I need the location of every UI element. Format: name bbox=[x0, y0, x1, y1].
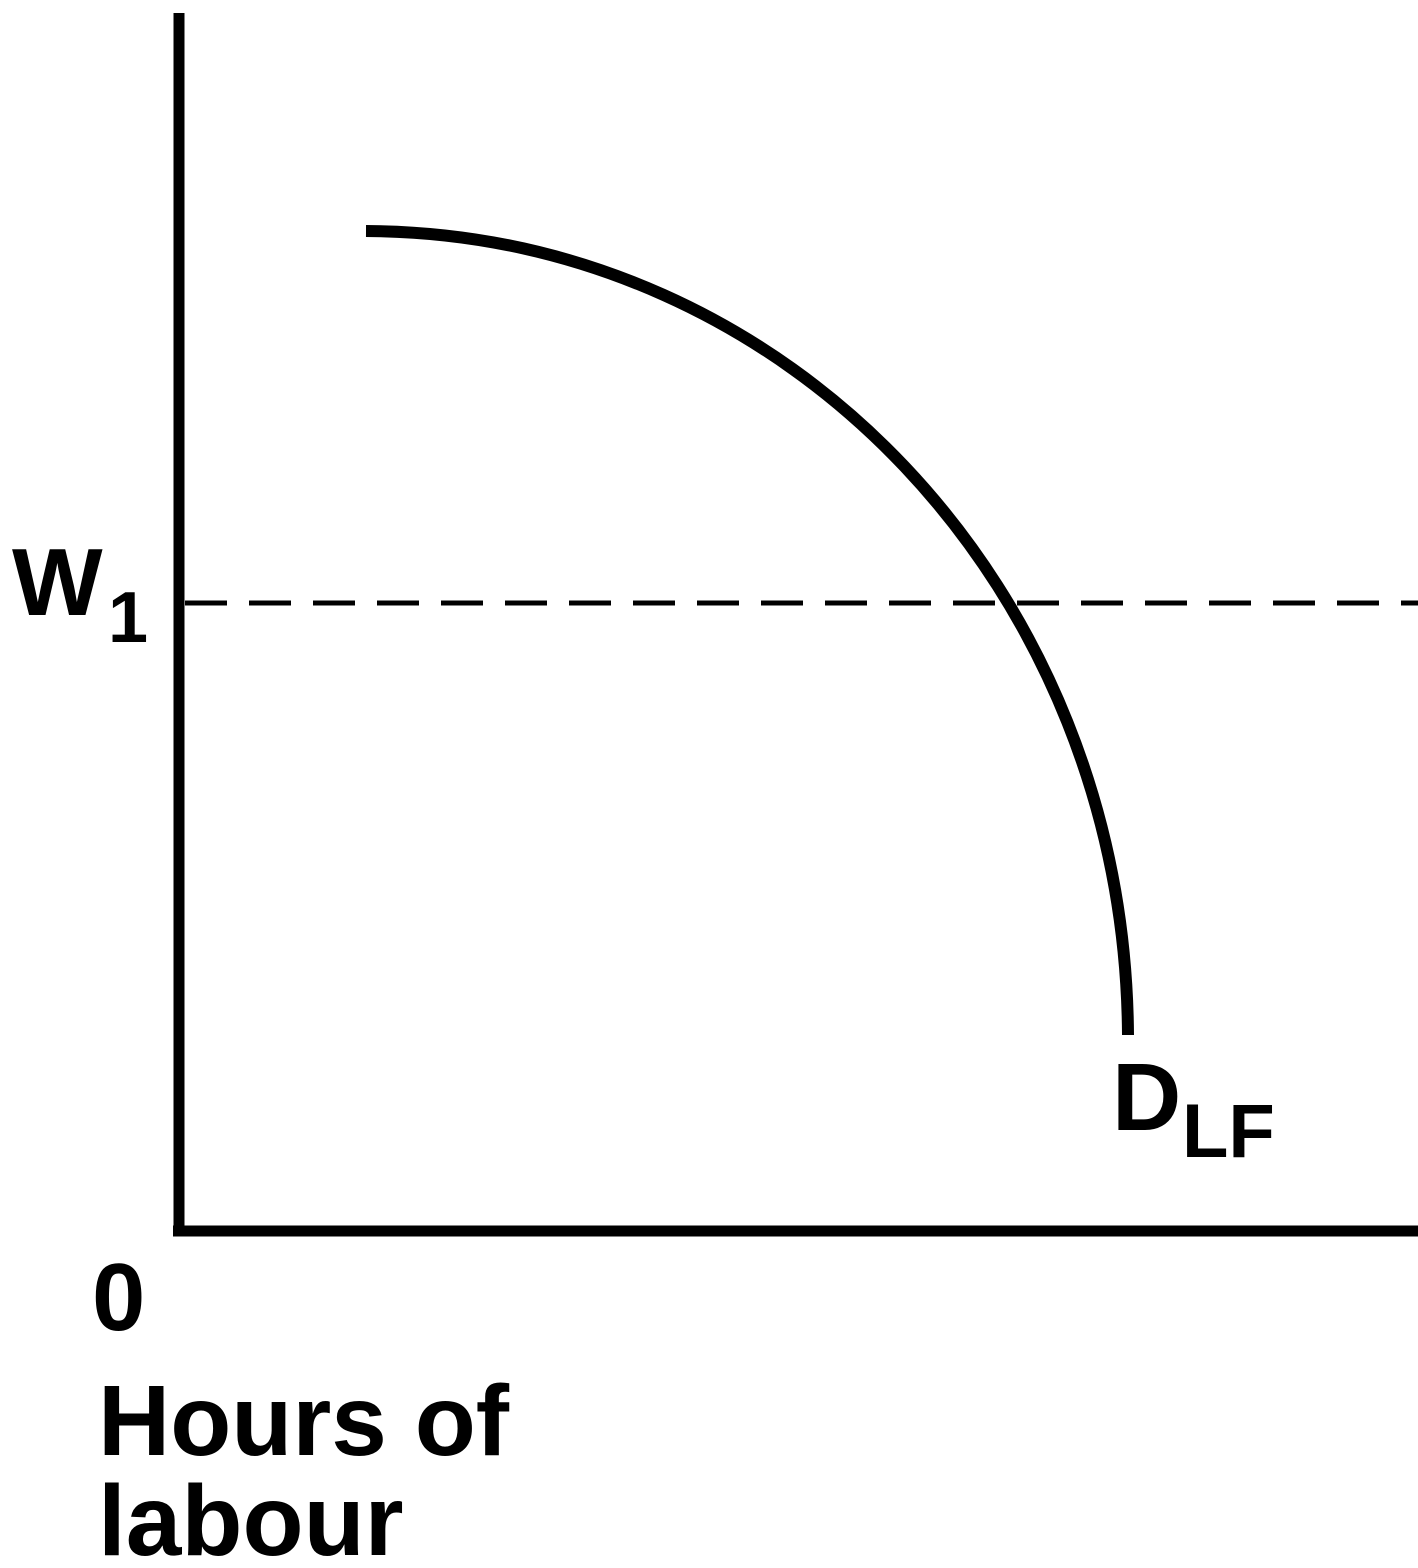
y-label: W1 bbox=[12, 529, 148, 658]
curve-label-sub: LF bbox=[1182, 1089, 1275, 1174]
x-label-line: labour bbox=[98, 1465, 404, 1568]
curve-label-main: D bbox=[1112, 1044, 1181, 1151]
origin-label: 0 bbox=[92, 1244, 145, 1351]
y-label-sub: 1 bbox=[108, 578, 148, 658]
x-label-line: Hours of bbox=[98, 1365, 510, 1477]
y-label-main: W bbox=[12, 529, 103, 636]
curve-label: DLF bbox=[1112, 1044, 1275, 1174]
demand-curve bbox=[365, 225, 1134, 1036]
